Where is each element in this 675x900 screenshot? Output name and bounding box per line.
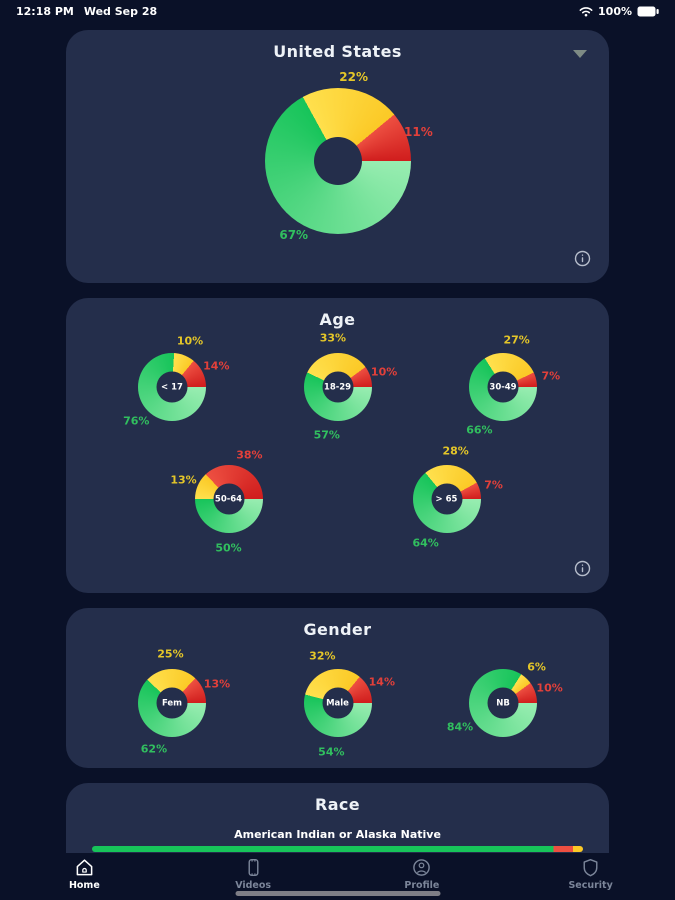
donut-hole: 50-64 <box>213 483 244 515</box>
tab-label: Profile <box>404 880 440 891</box>
country-card: United States 22% 11% 67% <box>66 30 609 283</box>
tab-home[interactable]: Home <box>0 858 169 900</box>
donut-hole: Fem <box>156 687 188 719</box>
videos-icon <box>244 858 263 877</box>
donut-hole: < 17 <box>156 371 188 403</box>
yellow-percent-label: 22% <box>339 69 368 84</box>
red-percent-label: 10% <box>370 365 398 379</box>
donut: 18-29 <box>303 353 372 421</box>
red-percent-label: 7% <box>541 369 561 383</box>
yellow-percent-label: 13% <box>170 473 197 487</box>
green-percent-label: 57% <box>313 428 340 442</box>
race-stacked-bar <box>92 846 583 852</box>
status-time: 12:18 PM <box>16 4 74 18</box>
country-title: United States <box>273 42 402 61</box>
donut: < 17 <box>138 353 206 421</box>
country-selector[interactable]: United States <box>66 30 609 61</box>
home-icon <box>75 858 94 877</box>
donut-chart-female: Fem 25% 13% 62% <box>92 647 252 759</box>
donut-inner-label: 18-29 <box>323 382 352 392</box>
donut-inner-label: Male <box>326 698 349 708</box>
green-percent-label: 76% <box>123 414 150 428</box>
tab-label: Security <box>568 880 613 891</box>
yellow-percent-label: 32% <box>309 649 336 663</box>
donut-inner-label: Fem <box>161 698 183 708</box>
tab-label: Videos <box>235 880 272 891</box>
donut-hole: 18-29 <box>322 371 353 403</box>
battery-percent: 100% <box>598 4 632 18</box>
tab-label: Home <box>68 880 100 891</box>
race-list-item[interactable]: American Indian or Alaska Native <box>66 828 609 852</box>
donut: NB <box>469 669 537 737</box>
profile-icon <box>412 858 431 877</box>
info-icon[interactable] <box>574 560 591 577</box>
donut-inner-label: < 17 <box>161 382 183 392</box>
donut: 50-64 <box>194 465 263 533</box>
status-bar: 12:18 PM Wed Sep 28 100% <box>0 0 675 22</box>
green-percent-label: 64% <box>412 536 439 550</box>
tab-security[interactable]: Security <box>506 858 675 900</box>
donut-chart-30-49: 30-49 27% 7% 66% <box>423 331 583 443</box>
green-percent-label: 50% <box>215 541 242 555</box>
donut: Fem <box>138 669 206 737</box>
age-card: Age < 17 10% 14% 76% 18-29 33% 10% 57% <box>66 298 609 593</box>
info-icon[interactable] <box>574 250 591 267</box>
yellow-percent-label: 10% <box>176 334 204 348</box>
home-indicator[interactable] <box>235 891 440 896</box>
green-percent-label: 54% <box>318 745 345 759</box>
gender-card: Gender Fem 25% 13% 62% Male 32% 14% 54% <box>66 608 609 768</box>
red-percent-label: 7% <box>484 478 503 492</box>
donut-chart-nonbinary: NB 6% 10% 84% <box>423 647 583 759</box>
yellow-percent-label: 25% <box>157 647 184 661</box>
donut-inner-label: 30-49 <box>489 382 517 392</box>
green-percent-label: 67% <box>279 228 309 243</box>
wifi-icon <box>579 6 593 17</box>
race-card: Race American Indian or Alaska Native <box>66 783 609 861</box>
yellow-percent-label: 28% <box>442 444 469 458</box>
red-percent-label: 38% <box>236 448 263 462</box>
donut-hole: 30-49 <box>487 371 519 403</box>
green-percent-label: 62% <box>140 742 168 756</box>
donut-chart-united-states: 22% 11% 67% <box>66 63 609 259</box>
age-title: Age <box>319 310 356 329</box>
donut: Male <box>303 669 372 737</box>
green-percent-label: 84% <box>446 720 474 734</box>
donut-hole: > 65 <box>431 483 462 515</box>
gender-title: Gender <box>303 620 372 639</box>
red-percent-label: 14% <box>203 359 230 373</box>
donut: > 65 <box>412 465 481 533</box>
yellow-percent-label: 33% <box>319 331 347 345</box>
red-percent-label: 14% <box>368 675 395 689</box>
red-percent-label: 10% <box>536 681 563 695</box>
donut-chart-male: Male 32% 14% 54% <box>258 647 418 759</box>
chevron-down-icon[interactable] <box>573 50 587 58</box>
security-icon <box>581 858 600 877</box>
green-percent-label: 66% <box>466 423 493 437</box>
yellow-percent-label: 6% <box>527 660 546 674</box>
donut-hole: NB <box>487 687 519 719</box>
donut-inner-label: 50-64 <box>214 494 243 504</box>
donut: 30-49 <box>469 353 537 421</box>
donut-chart-50-64: 50-64 13% 38% 50% <box>149 443 309 555</box>
tab-videos[interactable]: Videos <box>169 858 338 900</box>
race-title: Race <box>314 795 361 814</box>
red-percent-label: 13% <box>203 677 231 691</box>
tab-profile[interactable]: Profile <box>338 858 507 900</box>
donut-inner-label: > 65 <box>435 494 458 504</box>
donut <box>264 88 411 234</box>
red-percent-label: 11% <box>404 124 433 139</box>
donut-inner-label: NB <box>496 698 510 708</box>
donut-chart-18-29: 18-29 33% 10% 57% <box>258 331 418 443</box>
race-item-label: American Indian or Alaska Native <box>234 828 441 841</box>
yellow-percent-label: 27% <box>503 333 530 347</box>
status-date: Wed Sep 28 <box>83 4 158 18</box>
battery-icon <box>637 6 659 17</box>
donut-chart-under-17: < 17 10% 14% 76% <box>92 331 252 443</box>
donut-hole <box>313 137 362 185</box>
donut-hole: Male <box>322 687 353 719</box>
donut-chart-over-65: > 65 28% 7% 64% <box>367 443 527 555</box>
